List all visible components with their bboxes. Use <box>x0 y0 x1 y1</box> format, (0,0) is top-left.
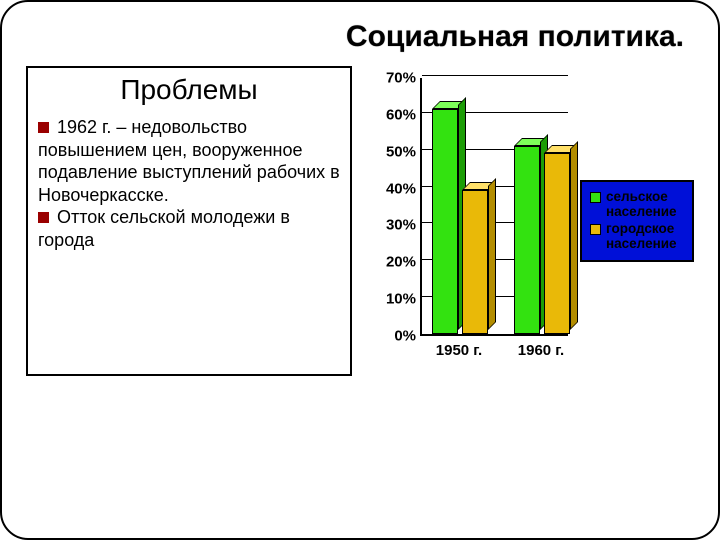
slide: Социальная политика. Проблемы 1962 г. – … <box>0 0 720 540</box>
bar <box>462 190 488 334</box>
legend-label-urban: городское население <box>606 222 684 252</box>
bullet-1: 1962 г. – недовольство <box>38 116 340 139</box>
bullet-icon <box>38 212 49 223</box>
problems-heading: Проблемы <box>38 74 340 106</box>
legend-swatch-rural <box>590 192 601 203</box>
bullet-2-lead: Отток сельской молодежи в <box>57 206 290 229</box>
legend-item-urban: городское население <box>590 222 684 252</box>
bar-chart: 0%10%20%30%40%50%60%70%1950 г.1960 г. <box>370 66 570 376</box>
content-row: Проблемы 1962 г. – недовольство повышени… <box>26 66 694 376</box>
bullet-2: Отток сельской молодежи в <box>38 206 340 229</box>
chart-area: 0% 10% 20% 30% 40% 50% 60% 70% 1950 г. 1960 г. се… <box>370 66 694 376</box>
y-tick-label: 0% <box>370 328 416 345</box>
y-tick-label: 60% <box>370 106 416 123</box>
y-tick-label: 70% <box>370 70 416 87</box>
bar <box>514 146 540 334</box>
legend-label-rural: сельское население <box>606 190 684 220</box>
bar <box>544 153 570 334</box>
x-tick-label: 1960 г. <box>506 342 576 359</box>
y-tick-label: 30% <box>370 217 416 234</box>
page-title: Социальная политика. <box>26 20 684 54</box>
y-tick-label: 10% <box>370 291 416 308</box>
bullet-2-body: города <box>38 229 340 252</box>
plot <box>420 78 568 336</box>
bar <box>432 109 458 334</box>
y-tick-label: 20% <box>370 254 416 271</box>
y-tick-label: 40% <box>370 180 416 197</box>
bullet-1-lead: 1962 г. – недовольство <box>57 116 247 139</box>
legend: сельское население городское население <box>580 180 694 261</box>
legend-item-rural: сельское население <box>590 190 684 220</box>
x-tick-label: 1950 г. <box>424 342 494 359</box>
bullet-icon <box>38 122 49 133</box>
y-tick-label: 50% <box>370 143 416 160</box>
problems-box: Проблемы 1962 г. – недовольство повышени… <box>26 66 352 376</box>
bullet-1-body: повышением цен, вооруженное подавление в… <box>38 139 340 207</box>
legend-swatch-urban <box>590 224 601 235</box>
gridline <box>422 75 568 76</box>
